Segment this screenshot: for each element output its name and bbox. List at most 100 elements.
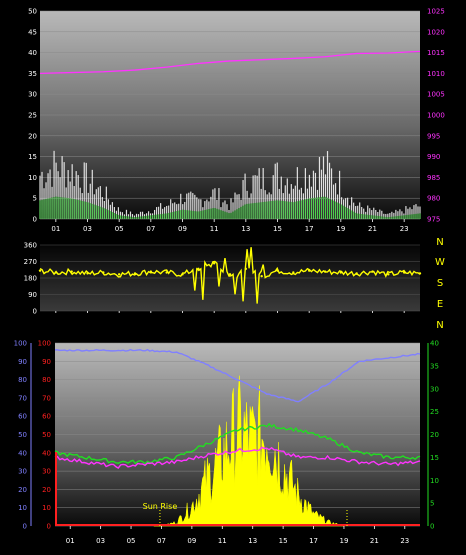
humidity-tick-label: 50 (18, 431, 27, 439)
direction-point (292, 271, 295, 274)
temperature-line (54, 422, 421, 465)
direction-point (70, 270, 73, 273)
compass-label: N (436, 320, 443, 331)
direction-point (339, 271, 343, 274)
direction-point (402, 271, 406, 274)
direction-point (181, 273, 184, 276)
rain-label: Pioggia (1, 320, 38, 331)
humidity-tick-label: 20 (18, 486, 27, 494)
x-tick-label: 15 (279, 537, 288, 545)
pressure-tick-label: 1020 (427, 28, 445, 36)
wind-tick-label: 40 (28, 49, 37, 57)
rain-tick-label: 40 (42, 449, 51, 457)
direction-tick-label: 90 (28, 291, 37, 299)
x-tick-label: 21 (370, 537, 379, 545)
direction-tick-label: 0 (33, 308, 37, 316)
x-tick-label: 15 (273, 225, 282, 233)
rain-tick-label: 20 (42, 486, 51, 494)
x-tick-label: 03 (83, 225, 92, 233)
humidity-tick-label: 30 (18, 468, 27, 476)
x-tick-label: 11 (218, 537, 227, 545)
x-tick-label: 17 (309, 537, 318, 545)
wind-label: Forza vento) (6, 1, 69, 12)
pressure-tick-label: 1025 (427, 8, 445, 16)
wind-tick-label: 10 (28, 174, 37, 182)
humidity-tick-label: 70 (18, 394, 27, 402)
dewpoint-line (54, 446, 421, 470)
x-tick-label: 23 (400, 225, 409, 233)
sunrise-label: Sun Rise (143, 502, 178, 511)
pressure-tick-label: 990 (427, 153, 440, 161)
pressure-tick-label: 1000 (427, 112, 445, 120)
x-tick-label: 09 (187, 537, 196, 545)
direction-point (307, 269, 311, 272)
temperature-tick-label: 40 (430, 340, 439, 348)
wind-tick-label: 50 (28, 8, 37, 16)
compass-label: N (436, 237, 443, 248)
wind-series (39, 150, 421, 219)
temperature-tick-label: 30 (430, 385, 439, 393)
wind-tick-label: 45 (28, 28, 37, 36)
solar-area (153, 375, 344, 527)
x-tick-label: 01 (51, 225, 60, 233)
humidity-tick-label: 0 (23, 523, 27, 531)
x-tick-label: 05 (115, 225, 124, 233)
direction-point (86, 272, 89, 275)
humidity-tick-label: 90 (18, 358, 27, 366)
temperature-tick-label: 35 (430, 362, 439, 370)
humidity-tick-label: 80 (18, 376, 27, 384)
direction-tick-label: 180 (24, 275, 37, 283)
pressure-tick-label: 995 (427, 132, 440, 140)
direction-point (38, 269, 42, 272)
humidity-label: Umidita (66, 320, 106, 331)
wind-tick-label: 30 (28, 91, 37, 99)
direction-point (371, 270, 374, 273)
rain-tick-label: 80 (42, 376, 51, 384)
x-tick-label: 07 (146, 225, 155, 233)
pressure-tick-label: 1005 (427, 91, 445, 99)
rain-tick-label: 50 (42, 431, 51, 439)
direction-point (165, 271, 168, 274)
pressure-tick-label: 1010 (427, 70, 445, 78)
pressure-label: Pressione (370, 1, 418, 12)
x-tick-label: 19 (336, 225, 345, 233)
direction-point (276, 269, 279, 272)
direction-tick-label: 270 (24, 258, 37, 266)
rain-tick-label: 60 (42, 413, 51, 421)
humidity-tick-label: 40 (18, 449, 27, 457)
compass-label: E (437, 299, 443, 310)
rain-tick-label: 10 (42, 504, 51, 512)
temperature-tick-label: 25 (430, 408, 439, 416)
x-tick-label: 05 (127, 537, 136, 545)
wind-tick-label: 0 (33, 216, 37, 224)
wind-tick-label: 20 (28, 132, 37, 140)
direction-point (212, 262, 216, 265)
temperature-tick-label: 10 (430, 477, 439, 485)
humidity-tick-label: 10 (18, 504, 27, 512)
direction-point (260, 274, 263, 278)
temperature-tick-label: 15 (430, 454, 439, 462)
direction-point (149, 270, 153, 273)
rain-tick-label: 90 (42, 358, 51, 366)
compass-label: W (435, 257, 445, 268)
direction-point (228, 273, 232, 276)
compass-label: S (437, 278, 443, 289)
pressure-line (39, 50, 421, 75)
x-tick-label: 19 (339, 537, 348, 545)
pressure-tick-label: 985 (427, 174, 440, 182)
direction-point (418, 272, 422, 275)
direction-point (323, 270, 327, 273)
rain-tick-label: 30 (42, 468, 51, 476)
direction-point (244, 267, 248, 271)
rain-tick-label: 70 (42, 394, 51, 402)
direction-point (197, 267, 200, 271)
temperature-tick-label: 5 (430, 500, 434, 508)
solar-label: Solar (118, 320, 144, 331)
x-tick-label: 03 (96, 537, 105, 545)
direction-point (355, 272, 358, 275)
x-tick-label: 07 (157, 537, 166, 545)
direction-point (117, 273, 121, 276)
x-tick-label: 23 (400, 537, 409, 545)
header-title: 24 hour graph day : Settembre 11 2025 (172, 1, 372, 12)
